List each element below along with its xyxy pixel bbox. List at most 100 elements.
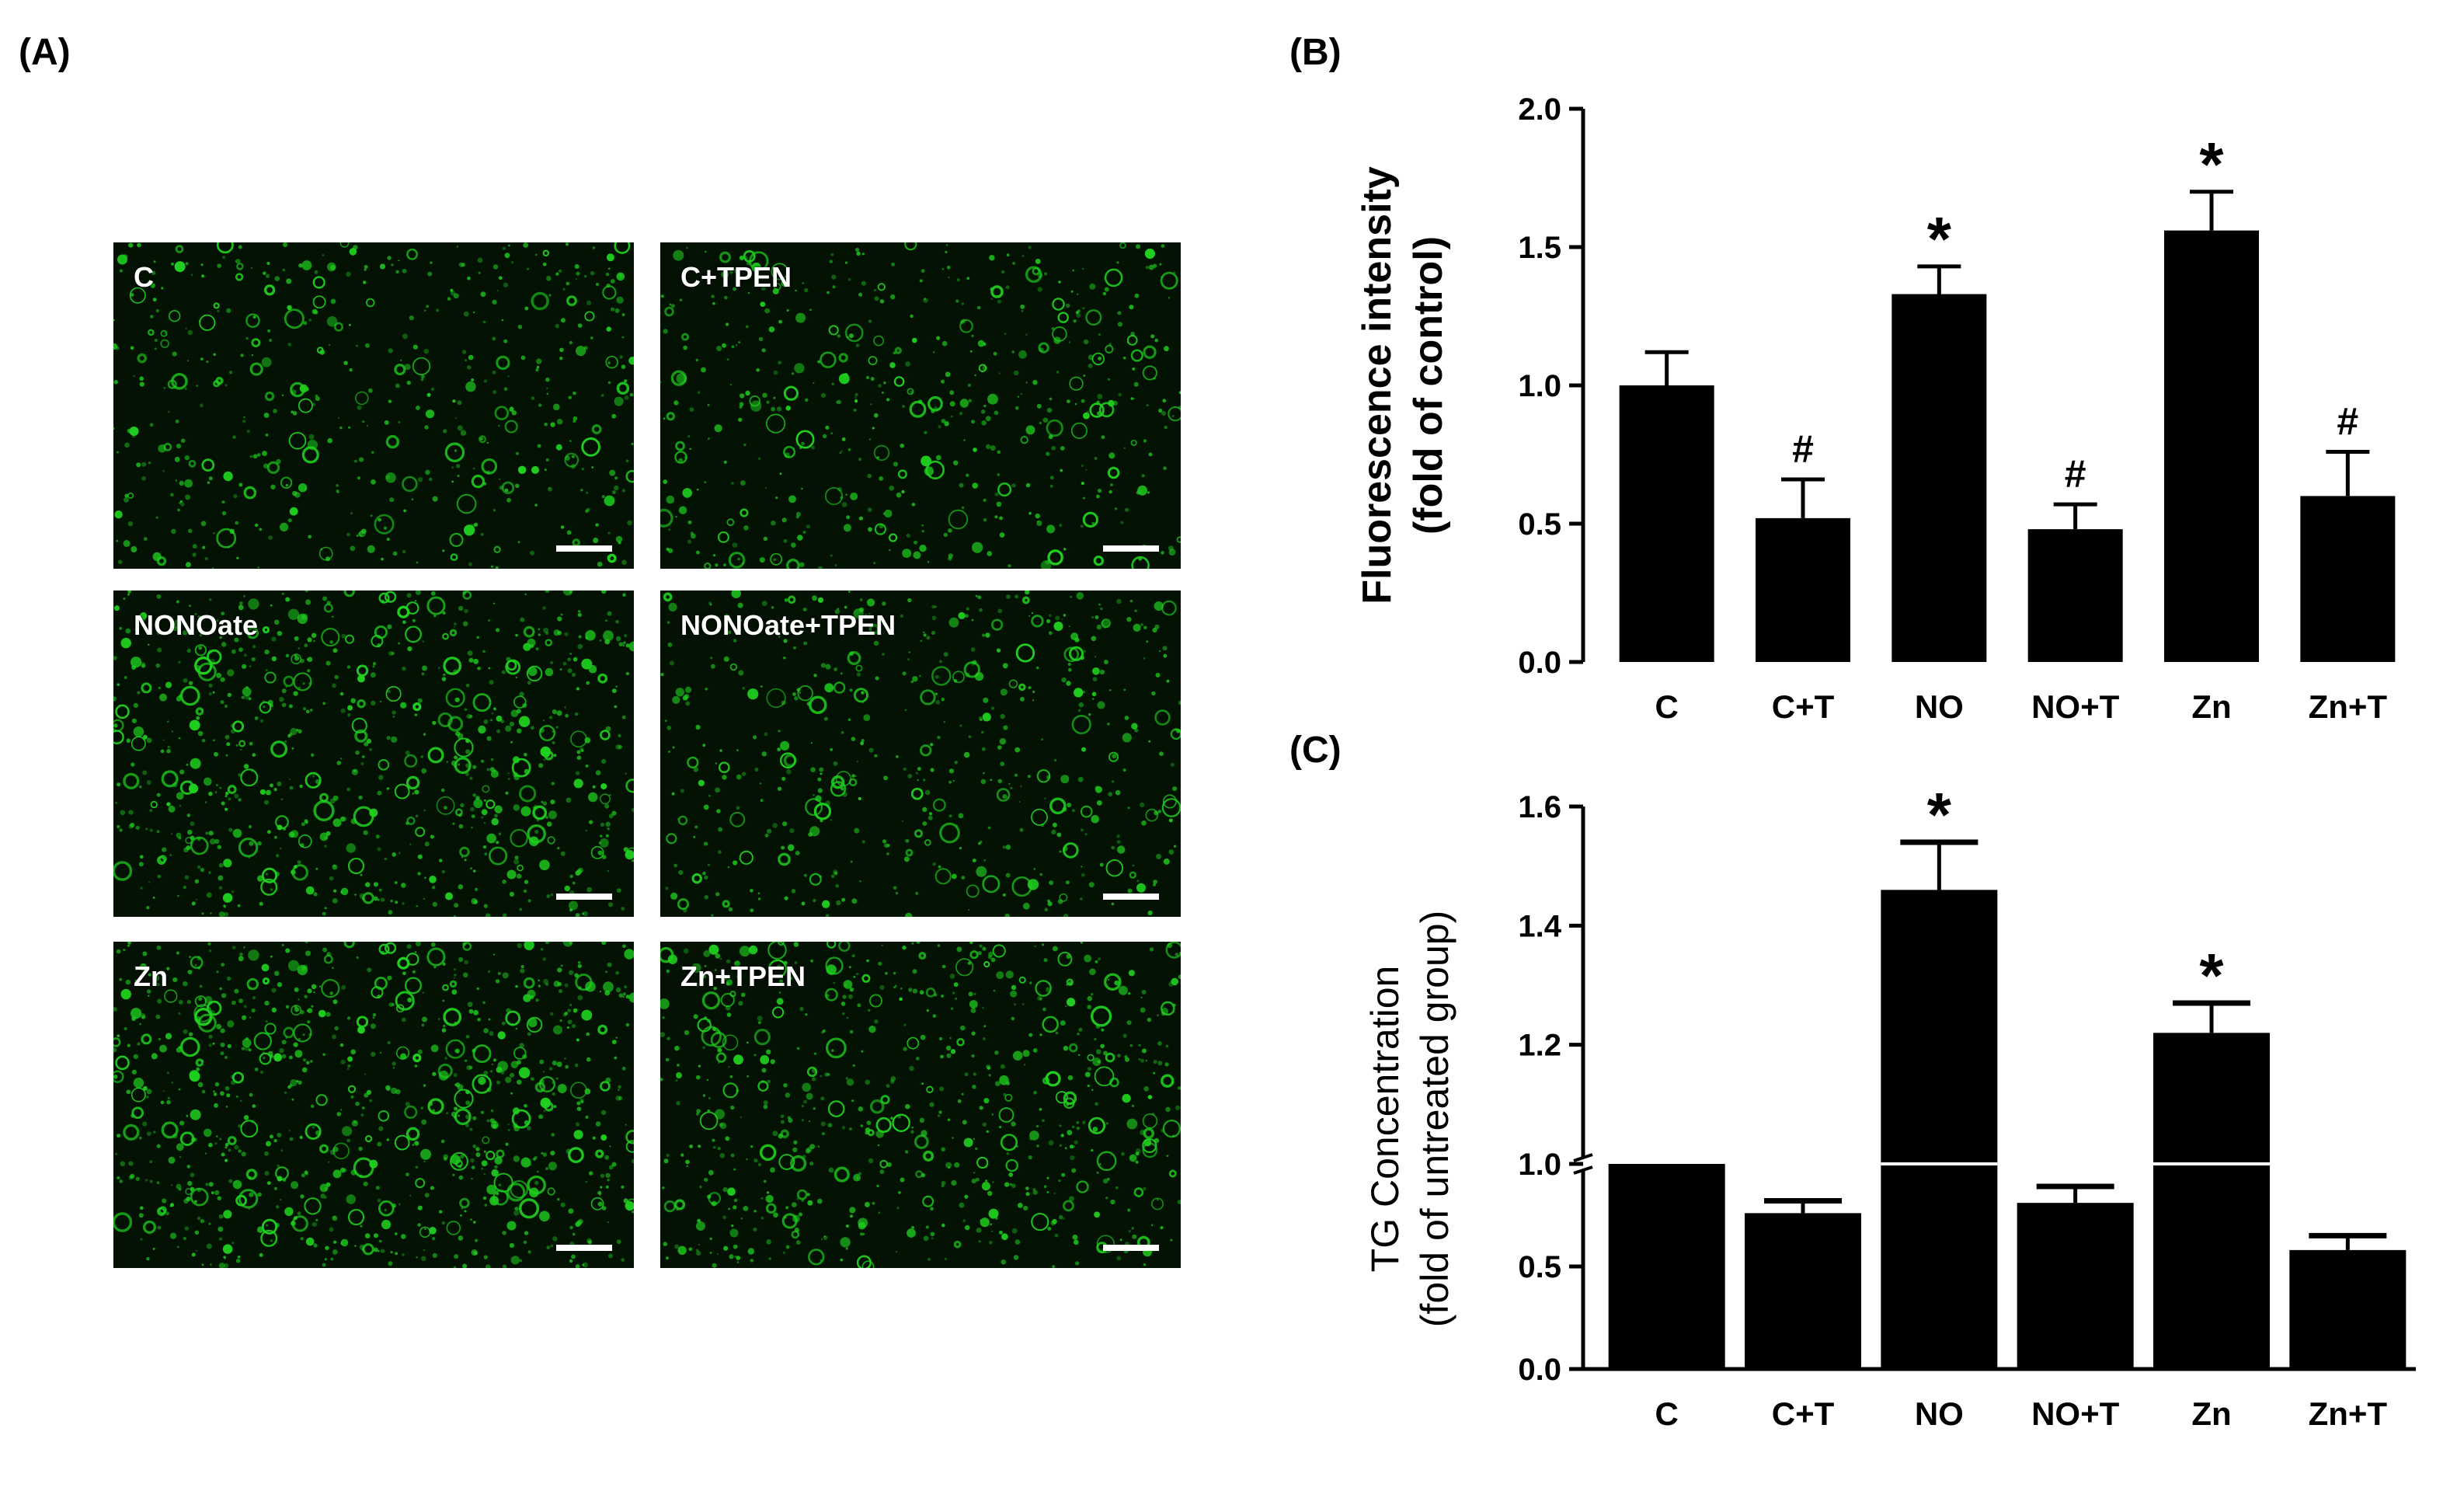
fluorescent-cell (914, 1134, 929, 1149)
fluorescent-speck (210, 912, 212, 914)
fluorescent-speck (801, 901, 806, 906)
fluorescent-speck (987, 826, 991, 830)
fluorescent-speck (523, 242, 529, 248)
fluorescent-speck (1136, 490, 1140, 495)
fluorescent-speck (137, 242, 141, 248)
fluorescent-cell (161, 1121, 179, 1139)
fluorescent-speck (430, 590, 436, 596)
fluorescent-speck (1160, 1226, 1164, 1230)
fluorescent-speck (179, 480, 184, 486)
fluorescent-cell (378, 943, 390, 955)
fluorescent-speck (443, 1024, 446, 1028)
fluorescent-speck (480, 1080, 482, 1083)
fluorescent-speck (486, 1087, 492, 1092)
fluorescent-cell (1122, 733, 1132, 743)
fluorescent-speck (127, 428, 132, 434)
fluorescent-speck (1004, 1182, 1010, 1187)
fluorescent-speck (813, 1052, 816, 1055)
fluorescent-speck (454, 755, 458, 760)
fluorescent-speck (221, 963, 225, 967)
fluorescent-cell (981, 1182, 990, 1191)
fluorescent-cell (1063, 646, 1080, 663)
fluorescent-speck (220, 1042, 225, 1047)
fluorescent-speck (788, 976, 793, 981)
fluorescent-cell (248, 598, 259, 610)
fluorescent-cell (263, 413, 270, 418)
fluorescent-speck (1034, 945, 1036, 947)
fluorescent-speck (473, 900, 478, 904)
fluorescent-speck (371, 1051, 376, 1057)
fluorescent-speck (496, 1080, 501, 1085)
micrograph-c-tpen: C+TPEN (660, 242, 1181, 569)
fluorescent-speck (249, 741, 253, 746)
fluorescent-speck (209, 598, 212, 601)
fluorescent-speck (354, 1245, 357, 1247)
fluorescent-speck (1136, 880, 1140, 883)
fluorescent-cell (251, 338, 261, 348)
fluorescent-speck (799, 1006, 804, 1012)
fluorescent-cell (600, 1134, 607, 1141)
fluorescent-cell (157, 855, 166, 865)
fluorescent-cell (739, 256, 744, 260)
fluorescent-speck (852, 1064, 855, 1067)
fluorescent-speck (356, 535, 359, 537)
fluorescent-speck (1087, 995, 1093, 1002)
fluorescent-speck (500, 1071, 504, 1075)
fluorescent-speck (1018, 801, 1021, 803)
fluorescent-cell (691, 963, 701, 974)
fluorescent-speck (264, 1171, 270, 1176)
fluorescent-speck (807, 1200, 813, 1206)
fluorescent-speck (930, 743, 934, 747)
fluorescent-speck (224, 704, 228, 709)
fluorescent-speck (308, 681, 311, 685)
fluorescent-cell (235, 1259, 241, 1263)
fluorescent-speck (812, 1077, 816, 1082)
fluorescent-speck (763, 1100, 768, 1106)
fluorescent-cell (1072, 1235, 1078, 1240)
fluorescent-cell (1091, 1005, 1112, 1027)
fluorescent-speck (979, 840, 983, 844)
fluorescent-speck (501, 1021, 506, 1026)
fluorescent-speck (886, 1162, 892, 1167)
fluorescent-speck (302, 1033, 305, 1036)
fluorescent-speck (191, 1137, 196, 1142)
fluorescent-speck (671, 792, 675, 796)
fluorescent-speck (941, 697, 945, 702)
fluorescent-cell (850, 492, 858, 500)
fluorescent-cell (269, 339, 273, 342)
fluorescent-speck (260, 1070, 264, 1074)
fluorescent-speck (517, 942, 522, 949)
fluorescent-cell (542, 249, 549, 257)
fluorescent-cell (1000, 761, 1005, 767)
fluorescent-speck (221, 611, 225, 615)
fluorescent-speck (291, 1098, 294, 1101)
fluorescent-speck (915, 1057, 920, 1061)
fluorescent-speck (1005, 873, 1011, 878)
fluorescent-speck (257, 453, 261, 457)
fluorescent-speck (506, 497, 511, 503)
fluorescent-speck (868, 747, 874, 753)
fluorescent-speck (564, 706, 566, 709)
fluorescent-speck (858, 607, 865, 612)
fluorescent-speck (546, 276, 552, 281)
fluorescent-speck (1170, 1238, 1173, 1242)
fluorescent-cell (531, 291, 549, 311)
fluorescent-speck (960, 319, 965, 325)
fluorescent-cell (305, 772, 322, 789)
fluorescent-cell (539, 1211, 550, 1222)
fluorescent-cell (729, 991, 736, 998)
fluorescent-speck (669, 303, 672, 306)
fluorescent-speck (559, 269, 562, 273)
fluorescent-cell (780, 752, 796, 769)
fluorescent-speck (505, 1142, 509, 1146)
fluorescent-cell (227, 785, 237, 795)
fluorescent-cell (194, 644, 207, 657)
fluorescent-speck (716, 809, 721, 813)
fluorescent-speck (562, 662, 567, 666)
fluorescent-cell (675, 441, 685, 451)
fluorescent-speck (1122, 1033, 1127, 1038)
fluorescent-speck (729, 270, 733, 274)
fluorescent-speck (870, 377, 875, 381)
x-tick-label: NO (1915, 688, 1964, 725)
